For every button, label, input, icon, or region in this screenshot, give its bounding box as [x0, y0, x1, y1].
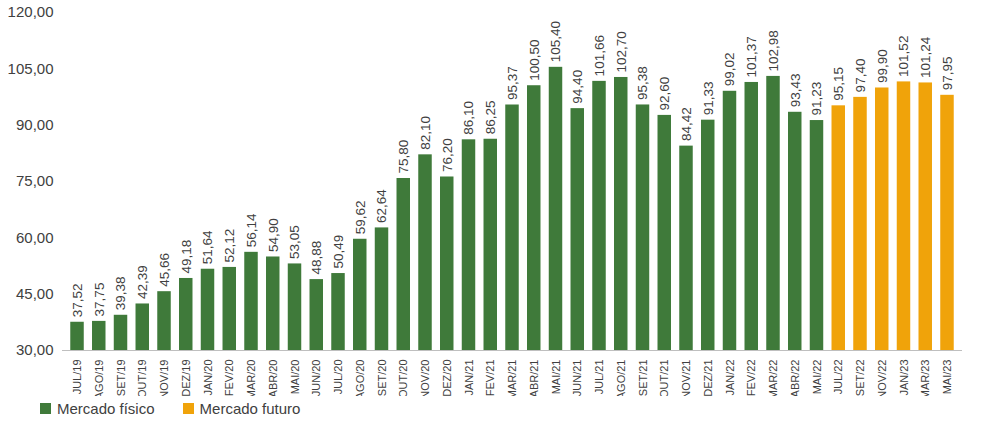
- svg-text:JAN/22: JAN/22: [724, 360, 736, 396]
- svg-text:48,88: 48,88: [309, 241, 324, 275]
- svg-text:99,02: 99,02: [722, 52, 737, 86]
- svg-text:MAI/20: MAI/20: [289, 360, 301, 395]
- svg-text:120,00: 120,00: [8, 4, 54, 20]
- svg-text:DEZ/21: DEZ/21: [702, 360, 714, 397]
- svg-text:50,49: 50,49: [331, 235, 346, 269]
- svg-text:FEV/20: FEV/20: [223, 360, 235, 397]
- svg-text:JUL/19: JUL/19: [71, 360, 83, 395]
- svg-text:AGO/20: AGO/20: [354, 360, 366, 397]
- svg-text:NOV/19: NOV/19: [158, 360, 170, 397]
- svg-text:45,66: 45,66: [157, 253, 172, 287]
- svg-text:75,00: 75,00: [16, 172, 54, 189]
- html-text:Mercado futuro: Mercado futuro: [199, 400, 301, 417]
- svg-text:JUL/22: JUL/22: [832, 360, 844, 395]
- svg-text:51,64: 51,64: [200, 230, 215, 264]
- svg-text:AGO/21: AGO/21: [615, 360, 627, 397]
- svg-text:93,43: 93,43: [788, 73, 803, 107]
- svg-text:100,50: 100,50: [527, 39, 542, 80]
- svg-text:DEZ/20: DEZ/20: [441, 360, 453, 397]
- svg-text:ABR/22: ABR/22: [789, 360, 801, 397]
- svg-text:NOV/20: NOV/20: [419, 360, 431, 397]
- svg-text:ABR/21: ABR/21: [528, 360, 540, 397]
- svg-text:SET/19: SET/19: [115, 360, 127, 397]
- svg-text:94,40: 94,40: [570, 70, 585, 104]
- svg-text:54,90: 54,90: [266, 218, 281, 252]
- svg-text:92,60: 92,60: [657, 77, 672, 111]
- svg-text:49,18: 49,18: [179, 240, 194, 274]
- svg-text:82,10: 82,10: [418, 116, 433, 150]
- svg-text:NOV/21: NOV/21: [680, 360, 692, 397]
- html-text:Mercado físico: Mercado físico: [57, 400, 155, 417]
- svg-text:95,15: 95,15: [831, 67, 846, 101]
- svg-text:95,37: 95,37: [505, 66, 520, 100]
- svg-text:MAR/23: MAR/23: [919, 360, 931, 397]
- svg-text:JAN/21: JAN/21: [463, 360, 475, 396]
- svg-text:MAI/21: MAI/21: [550, 360, 562, 395]
- svg-text:99,90: 99,90: [875, 49, 890, 83]
- svg-text:59,62: 59,62: [353, 200, 368, 234]
- svg-text:OUT/21: OUT/21: [658, 360, 670, 397]
- svg-text:76,20: 76,20: [440, 138, 455, 172]
- svg-text:FEV/22: FEV/22: [745, 360, 757, 397]
- svg-text:MAR/21: MAR/21: [506, 360, 518, 397]
- svg-text:JAN/20: JAN/20: [202, 360, 214, 396]
- svg-text:OUT/20: OUT/20: [397, 360, 409, 397]
- svg-text:105,40: 105,40: [548, 21, 563, 62]
- svg-text:84,42: 84,42: [679, 107, 694, 141]
- svg-text:90,00: 90,00: [16, 116, 54, 133]
- svg-text:FEV/21: FEV/21: [484, 360, 496, 397]
- svg-text:101,37: 101,37: [744, 36, 759, 77]
- svg-text:30,00: 30,00: [16, 341, 54, 358]
- svg-text:53,05: 53,05: [287, 225, 302, 259]
- svg-text:75,80: 75,80: [396, 140, 411, 174]
- svg-text:102,98: 102,98: [766, 30, 781, 71]
- svg-text:37,75: 37,75: [92, 283, 107, 317]
- svg-text:NOV/22: NOV/22: [876, 360, 888, 397]
- svg-text:JUN/20: JUN/20: [310, 360, 322, 397]
- svg-text:SET/21: SET/21: [637, 360, 649, 397]
- svg-text:AGO/19: AGO/19: [93, 360, 105, 397]
- svg-text:95,38: 95,38: [635, 66, 650, 100]
- svg-text:62,64: 62,64: [374, 189, 389, 223]
- svg-text:52,12: 52,12: [222, 229, 237, 263]
- svg-text:SET/22: SET/22: [854, 360, 866, 397]
- svg-text:101,66: 101,66: [592, 35, 607, 76]
- svg-text:JUL/21: JUL/21: [593, 360, 605, 395]
- svg-text:86,10: 86,10: [461, 101, 476, 135]
- svg-text:60,00: 60,00: [16, 229, 54, 246]
- svg-text:105,00: 105,00: [8, 60, 54, 77]
- svg-text:101,52: 101,52: [896, 36, 911, 77]
- svg-text:JAN/23: JAN/23: [898, 360, 910, 396]
- svg-text:39,38: 39,38: [113, 276, 128, 310]
- svg-text:42,39: 42,39: [135, 265, 150, 299]
- svg-text:MAI/23: MAI/23: [941, 360, 953, 395]
- svg-text:JUN/21: JUN/21: [571, 360, 583, 397]
- svg-text:MAR/20: MAR/20: [245, 360, 257, 397]
- svg-text:37,52: 37,52: [70, 283, 85, 317]
- svg-text:97,40: 97,40: [853, 59, 868, 93]
- svg-text:MAI/22: MAI/22: [811, 360, 823, 395]
- svg-text:86,25: 86,25: [483, 100, 498, 134]
- svg-text:ABR/20: ABR/20: [267, 360, 279, 397]
- svg-text:JUL/20: JUL/20: [332, 360, 344, 395]
- svg-text:97,95: 97,95: [940, 57, 955, 91]
- svg-text:56,14: 56,14: [244, 213, 259, 247]
- svg-text:45,00: 45,00: [16, 285, 54, 302]
- svg-text:102,70: 102,70: [614, 31, 629, 72]
- svg-text:MAR/22: MAR/22: [767, 360, 779, 397]
- svg-text:SET/20: SET/20: [376, 360, 388, 397]
- svg-text:DEZ/19: DEZ/19: [180, 360, 192, 397]
- svg-text:91,23: 91,23: [809, 82, 824, 116]
- svg-text:OUT/19: OUT/19: [136, 360, 148, 397]
- svg-text:91,33: 91,33: [701, 81, 716, 115]
- svg-text:101,24: 101,24: [918, 36, 933, 78]
